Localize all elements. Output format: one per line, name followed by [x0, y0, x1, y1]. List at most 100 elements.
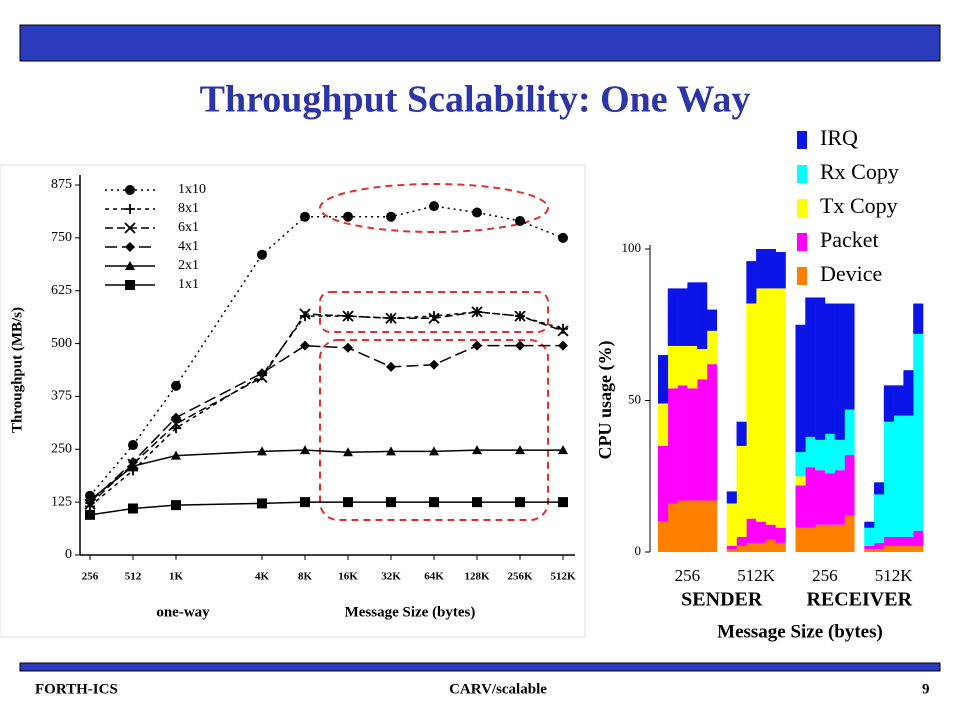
- bar-segment: [677, 385, 688, 501]
- y-tick-label: 875: [51, 177, 72, 192]
- legend-label: Rx Copy: [820, 159, 899, 184]
- bar-segment: [864, 527, 875, 546]
- bar-segment: [658, 445, 669, 522]
- bar-segment: [883, 421, 894, 537]
- bar-segment: [746, 303, 757, 519]
- marker: [300, 211, 310, 222]
- marker: [429, 446, 439, 456]
- bar-segment: [756, 249, 767, 289]
- bar-segment: [706, 500, 718, 552]
- marker: [342, 310, 354, 322]
- bar-segment: [746, 518, 757, 543]
- legend-swatch: [797, 267, 807, 285]
- bar-segment: [844, 515, 855, 552]
- bar-segment: [824, 303, 835, 434]
- highlight-box: [319, 291, 549, 333]
- bar-segment: [903, 415, 914, 537]
- y-tick-label: 0: [635, 543, 642, 558]
- bar-segment: [706, 309, 718, 331]
- marker: [515, 215, 525, 226]
- footer-center: CARV/scalable: [449, 681, 547, 697]
- bar-segment: [903, 536, 914, 546]
- marker: [170, 418, 182, 430]
- bar-segment: [795, 324, 806, 453]
- marker: [514, 310, 526, 322]
- marker: [171, 450, 181, 460]
- legend-swatch: [797, 165, 807, 183]
- legend-label: Tx Copy: [820, 193, 898, 218]
- legend-swatch: [797, 233, 807, 251]
- x-axis-label: Message Size (bytes): [345, 604, 476, 620]
- marker: [429, 359, 439, 370]
- bar-segment: [726, 503, 737, 546]
- x-note: one-way: [156, 604, 210, 620]
- bar-segment: [736, 536, 747, 546]
- bar-segment: [893, 545, 904, 552]
- bar-segment: [775, 542, 786, 552]
- marker: [515, 497, 525, 508]
- highlight-ellipse: [319, 183, 549, 233]
- marker: [343, 447, 353, 457]
- marker: [472, 497, 482, 508]
- bar-segment: [795, 452, 806, 477]
- group-label: SENDER: [681, 589, 763, 611]
- bar-segment: [726, 548, 737, 552]
- bar-segment: [736, 445, 747, 537]
- bar-segment: [697, 282, 708, 349]
- marker: [125, 204, 135, 214]
- bar-segment: [697, 379, 708, 501]
- x-tick-label: 16K: [338, 571, 358, 583]
- bar-segment: [756, 521, 767, 543]
- x-tick-label: 512: [125, 571, 142, 583]
- y-tick-label: 625: [51, 283, 72, 298]
- marker: [125, 280, 135, 290]
- bar-segment: [687, 500, 698, 552]
- bar-segment: [883, 536, 894, 546]
- bar-segment: [795, 485, 806, 528]
- bar-segment: [815, 524, 826, 552]
- marker: [515, 445, 525, 455]
- bar-segment: [834, 303, 845, 440]
- marker: [171, 380, 181, 391]
- marker: [343, 211, 353, 222]
- y-tick-label: 0: [65, 547, 72, 562]
- bar-segment: [903, 370, 914, 416]
- bar-segment: [883, 545, 894, 552]
- y-tick-label: 50: [628, 391, 641, 406]
- marker: [386, 497, 396, 508]
- bar-segment: [765, 288, 777, 525]
- bar-segment: [834, 524, 845, 552]
- bar-segment: [883, 385, 894, 422]
- marker: [124, 222, 136, 234]
- y-axis-label: CPU usage (%): [595, 341, 616, 460]
- x-tick-label: 4K: [255, 571, 270, 583]
- bar-segment: [874, 494, 885, 543]
- bar-segment: [756, 288, 767, 522]
- bar-segment: [913, 530, 924, 546]
- bar-segment: [658, 403, 669, 446]
- bar-segment: [913, 333, 924, 531]
- bar-segment: [874, 542, 885, 549]
- marker: [125, 261, 135, 270]
- bar-segment: [874, 482, 885, 495]
- bar-segment: [893, 415, 904, 537]
- bar-segment: [805, 527, 816, 552]
- marker: [171, 500, 181, 511]
- legend-label: 6x1: [178, 220, 199, 235]
- bar-segment: [805, 297, 816, 437]
- marker: [558, 340, 568, 351]
- bar-segment: [874, 548, 885, 552]
- bar-segment: [667, 503, 678, 552]
- bar-segment: [815, 470, 826, 525]
- marker: [85, 495, 95, 505]
- x-tick-label: 512K: [550, 571, 576, 583]
- bar-segment: [893, 385, 904, 416]
- bar-segment: [864, 548, 875, 552]
- bar-segment: [756, 542, 767, 552]
- x-tick-label: 64K: [424, 571, 444, 583]
- bar-segment: [834, 470, 845, 525]
- bar-segment: [765, 539, 777, 552]
- x-tick-label: 1K: [169, 571, 184, 583]
- legend-label: Packet: [820, 227, 879, 252]
